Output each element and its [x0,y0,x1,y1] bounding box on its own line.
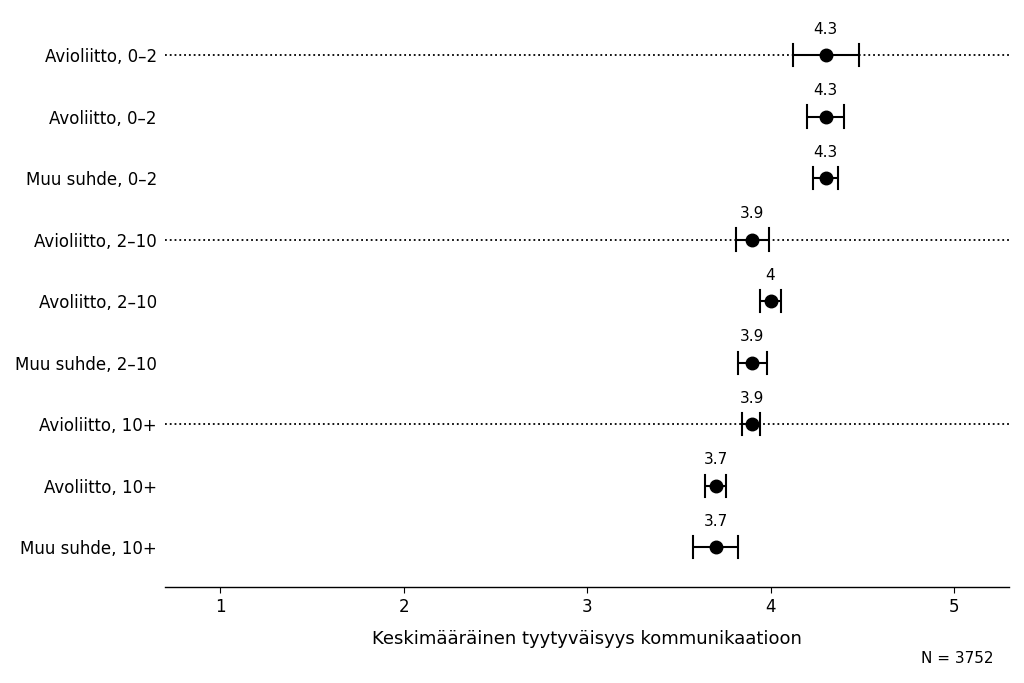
Text: 4.3: 4.3 [813,22,838,36]
Text: 3.7: 3.7 [703,514,728,529]
Text: 3.9: 3.9 [740,391,764,406]
X-axis label: Keskimääräinen tyytyväisyys kommunikaatioon: Keskimääräinen tyytyväisyys kommunikaati… [372,630,802,647]
Text: 3.9: 3.9 [740,206,764,221]
Text: N = 3752: N = 3752 [921,651,993,666]
Text: 3.9: 3.9 [740,329,764,344]
Text: 4.3: 4.3 [813,83,838,98]
Text: 3.7: 3.7 [703,452,728,467]
Text: 4: 4 [766,268,775,283]
Text: 4.3: 4.3 [813,145,838,160]
